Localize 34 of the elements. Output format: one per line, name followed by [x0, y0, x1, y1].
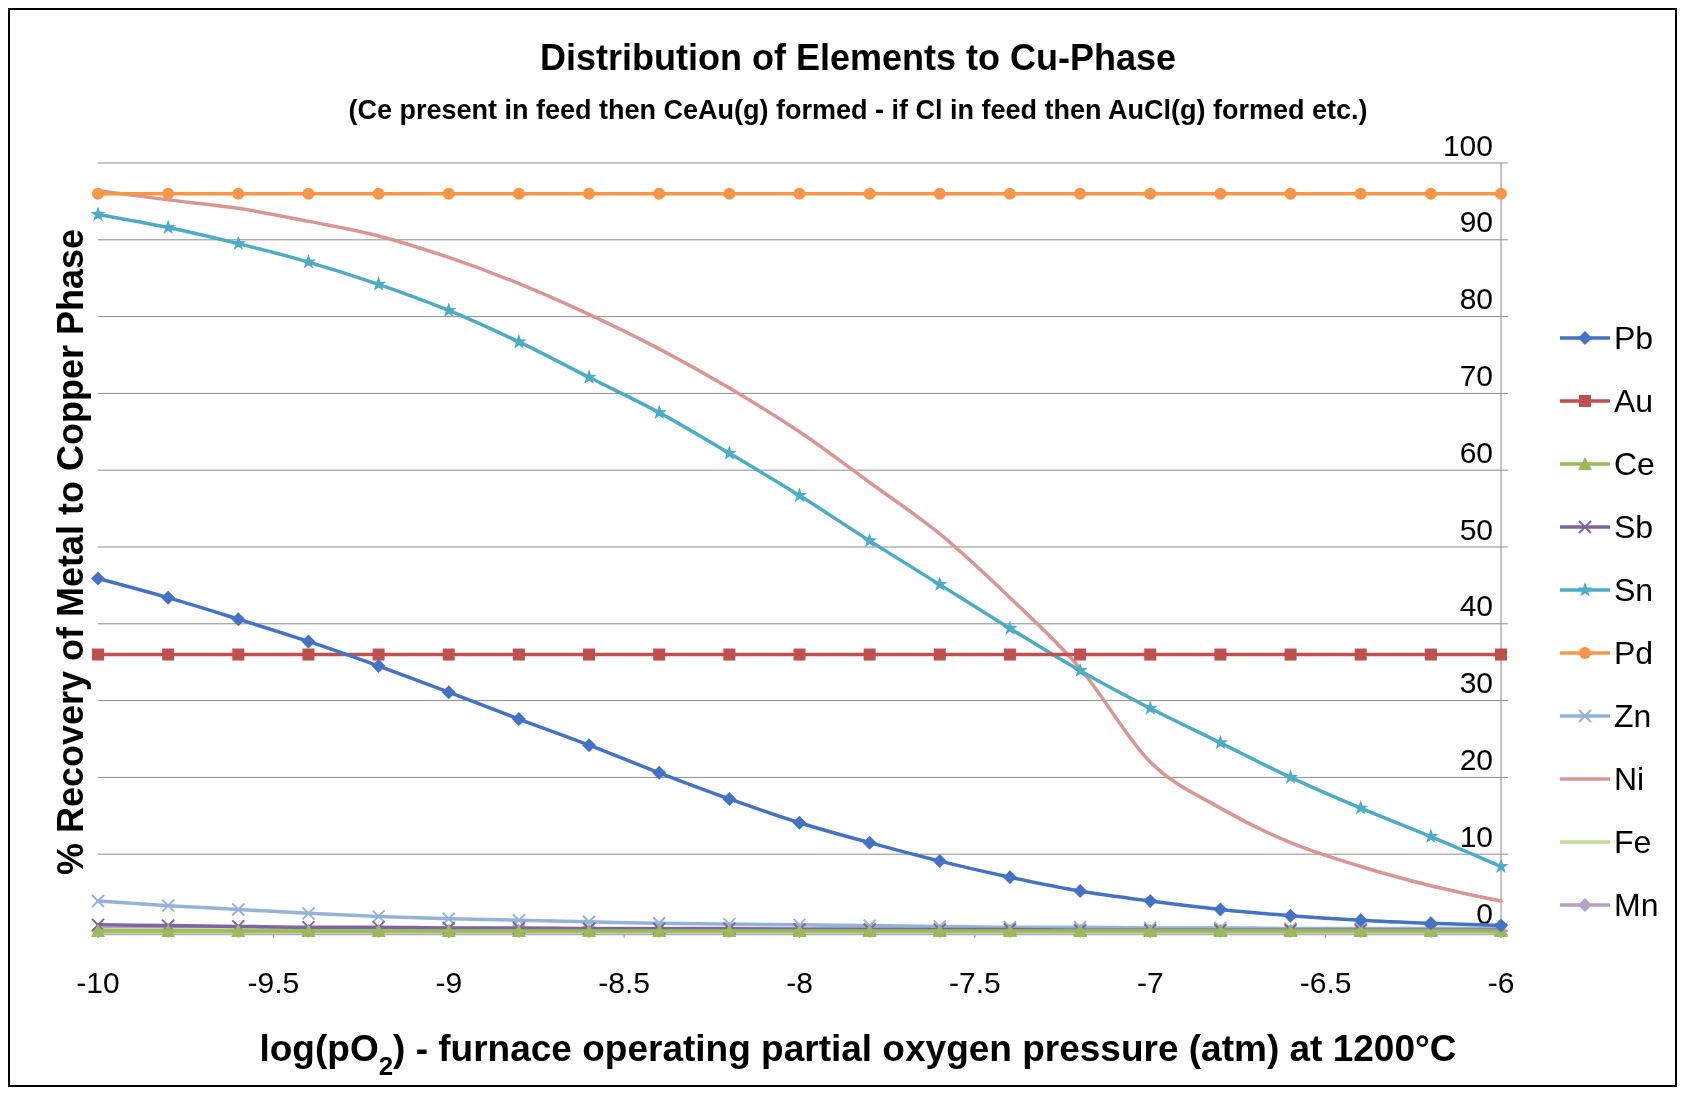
- legend-label: Au: [1614, 383, 1654, 420]
- x-tick-label: -6.5: [1299, 966, 1352, 999]
- legend-label: Zn: [1614, 698, 1652, 735]
- x-tick-label: -10: [76, 966, 120, 999]
- y-tick-label: 90: [1459, 205, 1493, 239]
- x-tick-label: -6: [1487, 966, 1515, 999]
- x-tick-label: -9: [435, 966, 463, 999]
- legend-label: Sb: [1614, 509, 1654, 546]
- y-tick-label: 30: [1459, 666, 1493, 700]
- y-tick-label: 60: [1459, 435, 1493, 469]
- x-tick-label: -9.5: [247, 966, 300, 999]
- legend-label: Sn: [1614, 572, 1654, 609]
- legend-label: Fe: [1614, 824, 1652, 861]
- x-tick-label: -8: [786, 966, 813, 999]
- legend-label: Ni: [1614, 761, 1645, 798]
- chart-subtitle: (Ce present in feed then CeAu(g) formed - if Cl in feed then AuCl(g) formed etc.): [348, 95, 1368, 125]
- legend-label: Ce: [1614, 446, 1655, 483]
- chart-title: Distribution of Elements to Cu-Phase: [539, 37, 1177, 78]
- y-axis-title: % Recovery of Metal to Copper Phase: [50, 228, 91, 876]
- y-tick-label: 10: [1459, 819, 1493, 853]
- y-tick-label: 70: [1459, 358, 1493, 392]
- legend-label: Pd: [1614, 635, 1654, 672]
- x-tick-label: -8.5: [598, 966, 650, 999]
- x-tick-label: -7.5: [949, 966, 1001, 999]
- legend-label: Pb: [1614, 320, 1654, 357]
- x-axis-title: log(pO$_{2}$) - furnace operating partial oxygen pressure (atm) at 1200°C: [259, 1028, 1457, 1080]
- y-tick-label: 20: [1459, 742, 1493, 776]
- y-tick-label: 80: [1459, 282, 1493, 316]
- y-tick-label: 0: [1476, 896, 1493, 930]
- legend-label: Mn: [1614, 887, 1659, 924]
- x-tick-label: -7: [1136, 966, 1164, 999]
- y-tick-label: 50: [1459, 512, 1493, 546]
- y-tick-label: 100: [1442, 128, 1493, 162]
- y-tick-label: 40: [1459, 589, 1493, 623]
